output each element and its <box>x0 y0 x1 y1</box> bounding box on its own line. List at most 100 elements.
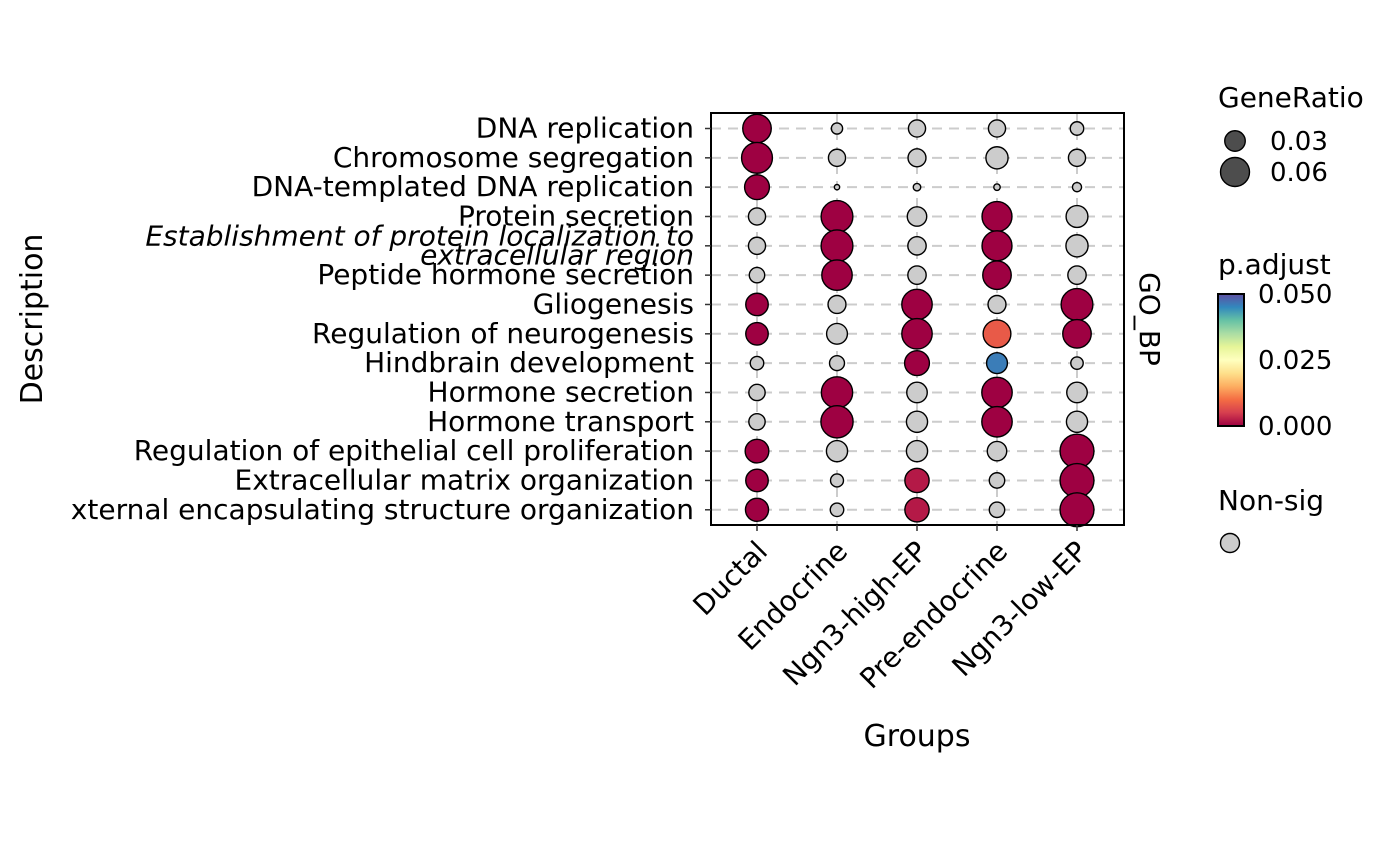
data-point <box>982 319 1012 349</box>
data-point <box>1065 234 1089 258</box>
data-point <box>740 141 774 174</box>
data-point <box>1070 356 1084 371</box>
data-point <box>906 381 928 404</box>
data-point <box>981 200 1013 233</box>
data-point <box>905 439 929 463</box>
y-tick-label: Hindbrain development <box>364 346 694 379</box>
data-point <box>745 468 769 493</box>
data-point <box>1067 148 1087 168</box>
x-tick-label: Ngn3-high-EP <box>776 535 934 693</box>
nonsig-legend-title: Non-sig <box>1218 484 1324 517</box>
data-point <box>744 438 770 464</box>
data-point <box>912 182 922 192</box>
data-point <box>1060 287 1094 322</box>
data-point <box>820 229 854 263</box>
data-point <box>907 265 927 286</box>
y-tick-label: Hormone transport <box>427 405 694 438</box>
data-point <box>747 236 767 256</box>
color-legend-label: 0.000 <box>1258 412 1332 442</box>
data-point <box>820 376 854 409</box>
data-point <box>827 294 847 315</box>
data-point <box>742 113 772 144</box>
data-point <box>1059 492 1095 528</box>
data-point <box>1062 318 1092 349</box>
color-legend-title: p.adjust <box>1218 248 1331 281</box>
y-tick-label: Gliogenesis <box>533 287 694 320</box>
data-point <box>820 405 854 439</box>
y-tick-label: Regulation of neurogenesis <box>312 317 694 350</box>
data-point <box>748 266 766 284</box>
data-point <box>821 259 853 292</box>
data-point <box>985 146 1009 170</box>
data-point <box>903 350 931 377</box>
color-legend-bar <box>1217 293 1245 427</box>
y-tick-label-line2: extracellular region <box>420 238 694 271</box>
data-point <box>833 183 841 191</box>
data-point <box>743 174 771 201</box>
size-legend-title: GeneRatio <box>1218 81 1364 114</box>
size-legend-label: 0.06 <box>1270 158 1328 188</box>
data-point <box>982 260 1012 291</box>
size-legend-key <box>1224 130 1246 152</box>
data-point <box>901 288 933 321</box>
y-tick-label: Chromosome segregation <box>333 141 694 174</box>
data-point <box>1065 410 1089 434</box>
y-tick-label: DNA-templated DNA replication <box>252 170 694 203</box>
data-point <box>820 199 854 234</box>
y-tick-label: Hormone secretion <box>428 375 694 408</box>
data-point <box>985 352 1009 375</box>
data-point <box>987 294 1007 315</box>
color-legend-label: 0.050 <box>1258 280 1332 310</box>
data-point <box>904 496 930 523</box>
data-point <box>904 467 930 494</box>
data-point <box>745 321 769 346</box>
data-point <box>981 230 1013 262</box>
y-tick-label: Regulation of epithelial cell proliferat… <box>134 434 694 467</box>
data-point <box>825 322 849 345</box>
data-point <box>829 473 845 488</box>
data-point <box>981 376 1013 409</box>
data-point <box>986 440 1008 462</box>
y-tick-label: xternal encapsulating structure organiza… <box>71 493 694 526</box>
data-point <box>905 410 929 434</box>
data-point <box>1065 204 1089 229</box>
data-point <box>829 502 845 518</box>
nonsig-legend-key <box>1219 532 1241 554</box>
y-tick-label: Protein secretion <box>458 199 694 232</box>
y-tick-label: DNA replication <box>476 112 694 145</box>
data-point <box>825 439 849 463</box>
data-point <box>828 354 846 372</box>
color-legend-label: 0.025 <box>1258 346 1332 376</box>
data-point <box>907 119 927 138</box>
data-point <box>907 235 927 256</box>
data-point <box>745 292 769 317</box>
y-tick-label: Extracellular matrix organization <box>235 463 694 496</box>
facet-label: GO_BP <box>1133 272 1166 366</box>
data-point <box>830 122 844 135</box>
x-axis-title: Groups <box>864 719 971 754</box>
data-point <box>1071 181 1083 193</box>
data-point <box>749 355 765 371</box>
data-point <box>906 206 928 227</box>
data-point <box>907 148 927 168</box>
data-point <box>1066 381 1088 404</box>
y-tick-label: Peptide hormone secretion <box>317 258 694 291</box>
data-point <box>1067 265 1087 286</box>
data-point <box>987 119 1007 138</box>
data-point <box>993 183 1001 192</box>
size-legend-key <box>1219 156 1251 188</box>
data-point <box>1069 121 1085 136</box>
data-point <box>747 207 767 226</box>
size-legend-label: 0.03 <box>1270 127 1328 157</box>
data-point <box>988 501 1006 519</box>
data-point <box>748 412 766 431</box>
data-point <box>981 405 1013 438</box>
data-point <box>748 383 766 402</box>
y-axis-title: Description <box>15 234 50 405</box>
data-point <box>988 472 1006 489</box>
y-tick-label-line1: Establishment of protein localization to <box>145 219 694 252</box>
data-point <box>827 148 847 168</box>
data-point <box>744 497 770 523</box>
data-point <box>901 317 933 350</box>
